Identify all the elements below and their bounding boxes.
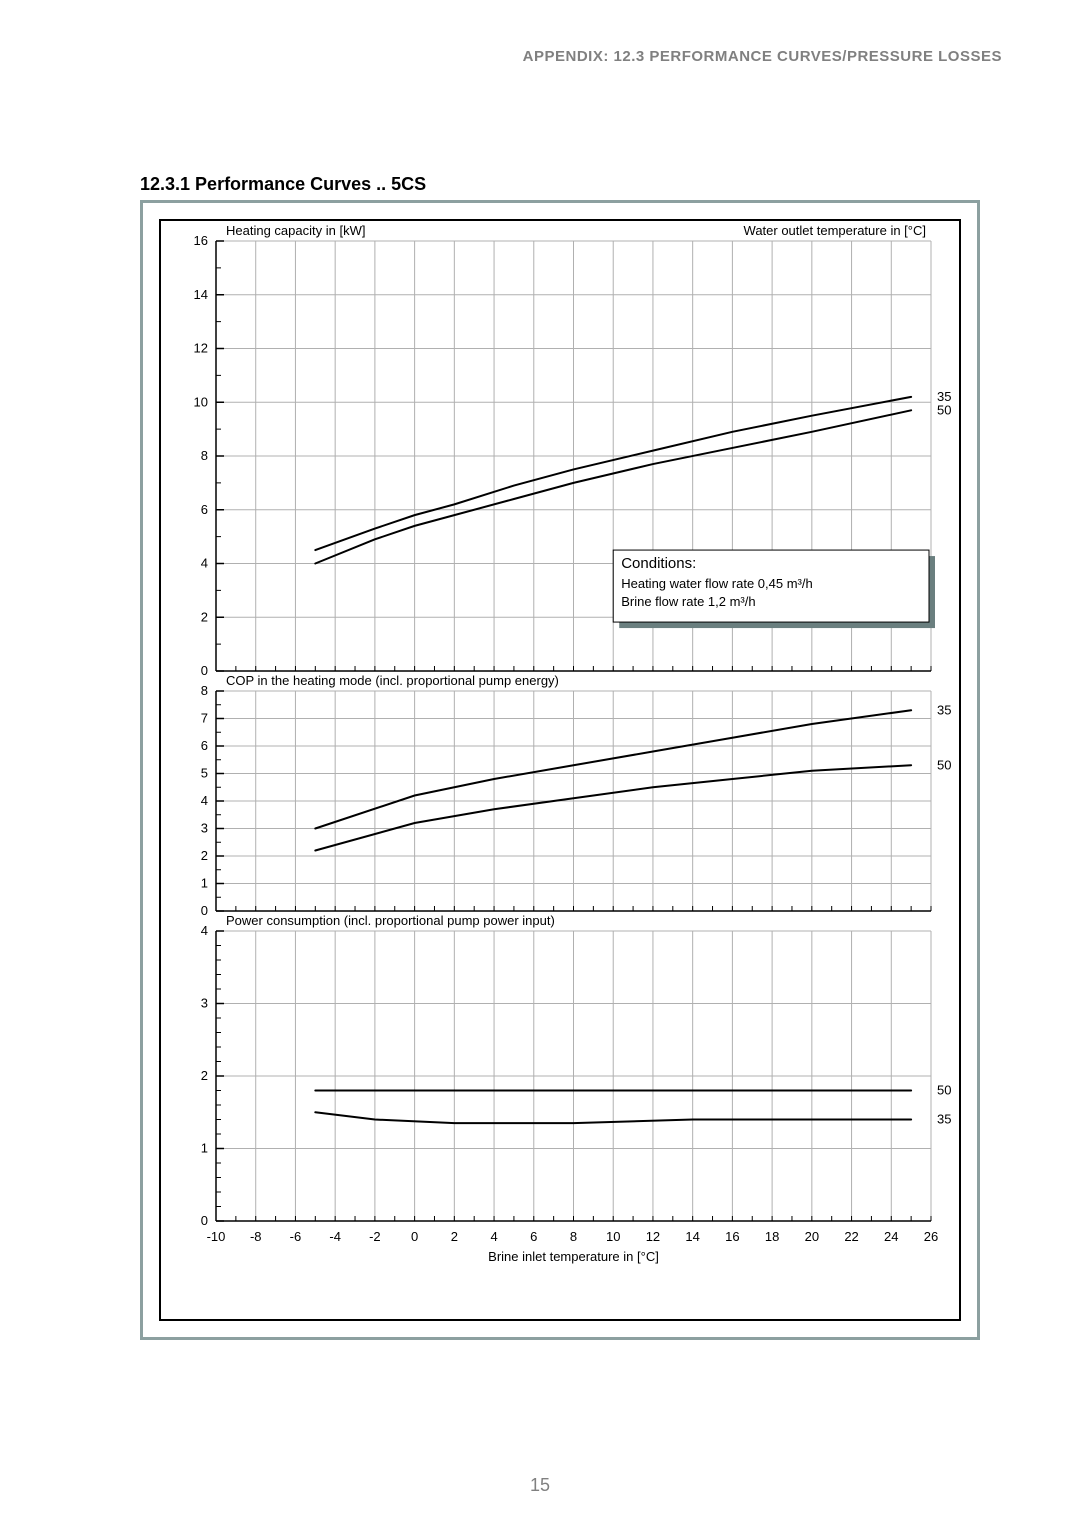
svg-text:8: 8	[570, 1229, 577, 1244]
chart-inner-frame: 0246810121416Heating capacity in [kW]Wat…	[159, 219, 961, 1321]
performance-charts: 0246810121416Heating capacity in [kW]Wat…	[161, 221, 961, 1321]
svg-text:8: 8	[201, 448, 208, 463]
svg-text:35: 35	[937, 702, 951, 717]
svg-text:Conditions:: Conditions:	[621, 555, 696, 572]
svg-text:2: 2	[201, 848, 208, 863]
svg-text:-2: -2	[369, 1229, 381, 1244]
svg-text:-6: -6	[290, 1229, 302, 1244]
svg-text:6: 6	[201, 502, 208, 517]
svg-text:16: 16	[725, 1229, 739, 1244]
svg-text:35: 35	[937, 1112, 951, 1127]
chart-outer-frame: 0246810121416Heating capacity in [kW]Wat…	[140, 200, 980, 1340]
svg-text:14: 14	[685, 1229, 699, 1244]
svg-text:7: 7	[201, 711, 208, 726]
svg-text:Brine inlet temperature in [°C: Brine inlet temperature in [°C]	[488, 1249, 659, 1264]
svg-text:3: 3	[201, 821, 208, 836]
svg-text:2: 2	[201, 609, 208, 624]
svg-text:0: 0	[201, 903, 208, 918]
svg-text:3: 3	[201, 996, 208, 1011]
svg-text:50: 50	[937, 1083, 951, 1098]
svg-text:0: 0	[411, 1229, 418, 1244]
svg-text:26: 26	[924, 1229, 938, 1244]
svg-text:16: 16	[194, 233, 208, 248]
svg-text:2: 2	[201, 1068, 208, 1083]
svg-text:2: 2	[451, 1229, 458, 1244]
svg-text:Water outlet temperature in [°: Water outlet temperature in [°C]	[744, 223, 926, 238]
svg-text:10: 10	[606, 1229, 620, 1244]
svg-text:1: 1	[201, 1141, 208, 1156]
svg-text:24: 24	[884, 1229, 898, 1244]
section-title: 12.3.1 Performance Curves .. 5CS	[140, 174, 426, 195]
svg-text:1: 1	[201, 876, 208, 891]
page-header: APPENDIX: 12.3 PERFORMANCE CURVES/PRESSU…	[523, 48, 1002, 65]
svg-text:20: 20	[805, 1229, 819, 1244]
svg-text:12: 12	[646, 1229, 660, 1244]
svg-text:50: 50	[937, 757, 951, 772]
svg-text:-10: -10	[207, 1229, 226, 1244]
svg-text:4: 4	[201, 793, 208, 808]
svg-text:Heating capacity in [kW]: Heating capacity in [kW]	[226, 223, 365, 238]
svg-text:-4: -4	[329, 1229, 341, 1244]
page-number: 15	[530, 1475, 550, 1496]
svg-text:4: 4	[490, 1229, 497, 1244]
svg-text:12: 12	[194, 341, 208, 356]
svg-text:4: 4	[201, 556, 208, 571]
svg-text:Brine flow rate 1,2 m³/h: Brine flow rate 1,2 m³/h	[621, 594, 755, 609]
svg-text:-8: -8	[250, 1229, 262, 1244]
svg-text:8: 8	[201, 683, 208, 698]
svg-text:5: 5	[201, 766, 208, 781]
svg-text:COP in the heating mode (incl.: COP in the heating mode (incl. proportio…	[226, 673, 559, 688]
svg-text:Heating water flow rate 0,45 m: Heating water flow rate 0,45 m³/h	[621, 576, 812, 591]
svg-text:10: 10	[194, 394, 208, 409]
svg-text:18: 18	[765, 1229, 779, 1244]
svg-text:6: 6	[201, 738, 208, 753]
svg-text:Power consumption (incl. propo: Power consumption (incl. proportional pu…	[226, 913, 555, 928]
svg-text:14: 14	[194, 287, 208, 302]
svg-text:6: 6	[530, 1229, 537, 1244]
svg-text:0: 0	[201, 1213, 208, 1228]
svg-text:22: 22	[844, 1229, 858, 1244]
svg-text:4: 4	[201, 923, 208, 938]
svg-text:50: 50	[937, 402, 951, 417]
svg-text:0: 0	[201, 663, 208, 678]
